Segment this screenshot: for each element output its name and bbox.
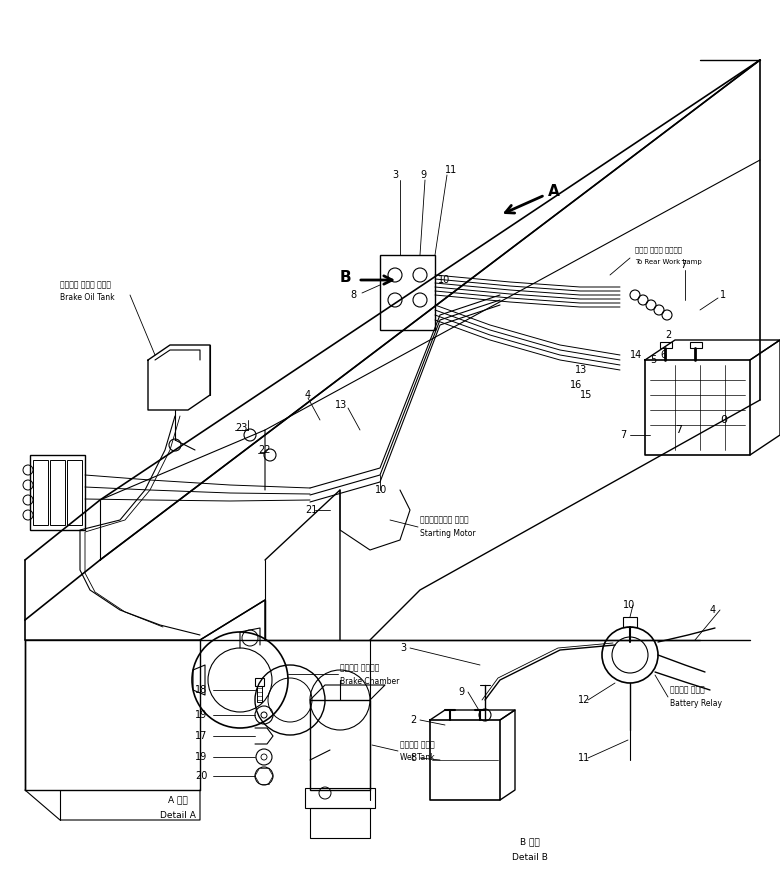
Text: 5: 5 <box>650 355 656 365</box>
Text: 7: 7 <box>675 425 682 435</box>
Text: 11: 11 <box>445 165 457 175</box>
Text: 3: 3 <box>400 643 406 653</box>
Text: A 詳細: A 詳細 <box>168 795 188 805</box>
Bar <box>380 255 435 330</box>
Text: 20: 20 <box>195 771 207 781</box>
Text: 10: 10 <box>623 600 635 610</box>
Text: B 詳細: B 詳細 <box>520 838 540 846</box>
Bar <box>310 808 370 838</box>
Text: 2: 2 <box>665 330 672 340</box>
Text: 2: 2 <box>410 715 417 725</box>
Text: 23: 23 <box>235 423 247 433</box>
Text: 19: 19 <box>195 710 207 720</box>
Text: Battery Relay: Battery Relay <box>670 699 722 707</box>
Text: 3: 3 <box>392 170 398 180</box>
Text: Brake Chamber: Brake Chamber <box>340 676 399 686</box>
Bar <box>310 700 370 790</box>
Text: 8: 8 <box>350 290 356 300</box>
Text: Starting Motor: Starting Motor <box>420 528 476 538</box>
Text: 4: 4 <box>710 605 716 615</box>
Text: Wet Tank: Wet Tank <box>400 753 434 762</box>
Text: A: A <box>548 184 560 200</box>
Bar <box>255 678 264 686</box>
Text: 17: 17 <box>195 731 207 741</box>
Text: 19: 19 <box>195 752 207 762</box>
Text: ウェット タンク: ウェット タンク <box>400 740 434 749</box>
Text: To Rear Work Lamp: To Rear Work Lamp <box>635 259 702 265</box>
Text: スターティング モータ: スターティング モータ <box>420 515 469 525</box>
Text: 16: 16 <box>570 380 582 390</box>
Bar <box>30 455 85 530</box>
Text: Brake Oil Tank: Brake Oil Tank <box>60 294 115 302</box>
Bar <box>690 342 702 348</box>
Text: 13: 13 <box>335 400 347 410</box>
Text: 6: 6 <box>660 350 666 360</box>
Text: 10: 10 <box>375 485 387 495</box>
Text: 7: 7 <box>620 430 626 440</box>
Text: Detail A: Detail A <box>160 811 196 819</box>
Text: 0: 0 <box>720 415 727 425</box>
Bar <box>623 617 637 627</box>
Text: 21: 21 <box>305 505 317 515</box>
Text: 12: 12 <box>578 695 590 705</box>
Text: 15: 15 <box>580 390 592 400</box>
Text: 9: 9 <box>458 687 464 697</box>
Bar <box>33 460 48 525</box>
Text: リヤー ワーク ランプへ: リヤー ワーク ランプへ <box>635 247 682 253</box>
Text: 4: 4 <box>305 390 311 400</box>
Bar <box>50 460 65 525</box>
Text: 18: 18 <box>195 685 207 695</box>
Text: B: B <box>340 270 352 286</box>
Text: 10: 10 <box>438 275 450 285</box>
Text: 13: 13 <box>575 365 587 375</box>
Bar <box>660 342 672 348</box>
Text: 22: 22 <box>258 445 271 455</box>
Text: 14: 14 <box>630 350 642 360</box>
Text: 11: 11 <box>578 753 590 763</box>
Text: Detail B: Detail B <box>512 852 548 861</box>
Text: 1: 1 <box>720 290 726 300</box>
Text: 9: 9 <box>420 170 426 180</box>
Text: 7: 7 <box>680 260 686 270</box>
Text: 8: 8 <box>410 753 416 763</box>
Text: ブレーキ チャンバ: ブレーキ チャンバ <box>340 664 379 673</box>
Bar <box>67 460 82 525</box>
Text: ブレーキ オイル タンク: ブレーキ オイル タンク <box>60 281 111 289</box>
Text: バッテリ リレー: バッテリ リレー <box>670 686 705 694</box>
Bar <box>257 686 262 702</box>
Bar <box>305 788 375 808</box>
